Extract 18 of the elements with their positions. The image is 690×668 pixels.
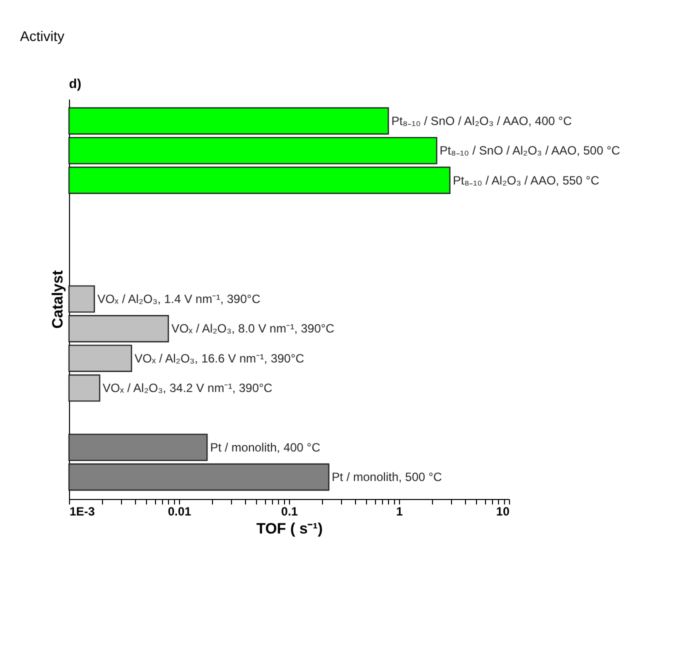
x-tick-label: 1E-3 (70, 504, 96, 518)
y-tick-label: Pt₈₋₁₀ / SnO / Al₂O₃ / AAO, 400 °C (391, 114, 572, 128)
y-tick-label: Pt / monolith, 500 °C (332, 470, 442, 484)
x-tick-label: 10 (496, 504, 510, 518)
x-tick-label: 0.01 (168, 504, 192, 518)
x-axis-title: TOF ( s⁻¹) (256, 520, 323, 538)
x-tick-label: 1 (396, 504, 404, 518)
y-tick-label: VOₓ / Al₂O₃, 8.0 V nm⁻¹, 390°C (171, 322, 335, 336)
text: d) (69, 76, 82, 91)
chart-title: Activity (20, 28, 64, 44)
y-tick-label: Pt₈₋₁₀ / Al₂O₃ / AAO, 550 °C (452, 173, 600, 188)
y-tick-label: Pt / monolith, 400 °C (210, 440, 321, 454)
y-tick-label: VOₓ / Al₂O₃, 1.4 V nm⁻¹, 390°C (97, 292, 261, 306)
y-tick-label: VOₓ / Al₂O₃, 16.6 V nm⁻¹, 390°C (134, 351, 305, 366)
y-tick-label: Pt₈₋₁₀ / SnO / Al₂O₃ / AAO, 500 °C (440, 144, 620, 158)
y-tick-label: VOₓ / Al₂O₃, 34.2 V nm⁻¹, 390°C (102, 381, 273, 396)
x-tick-label: 0.1 (281, 504, 298, 518)
y-axis-title: Catalyst (50, 270, 66, 329)
